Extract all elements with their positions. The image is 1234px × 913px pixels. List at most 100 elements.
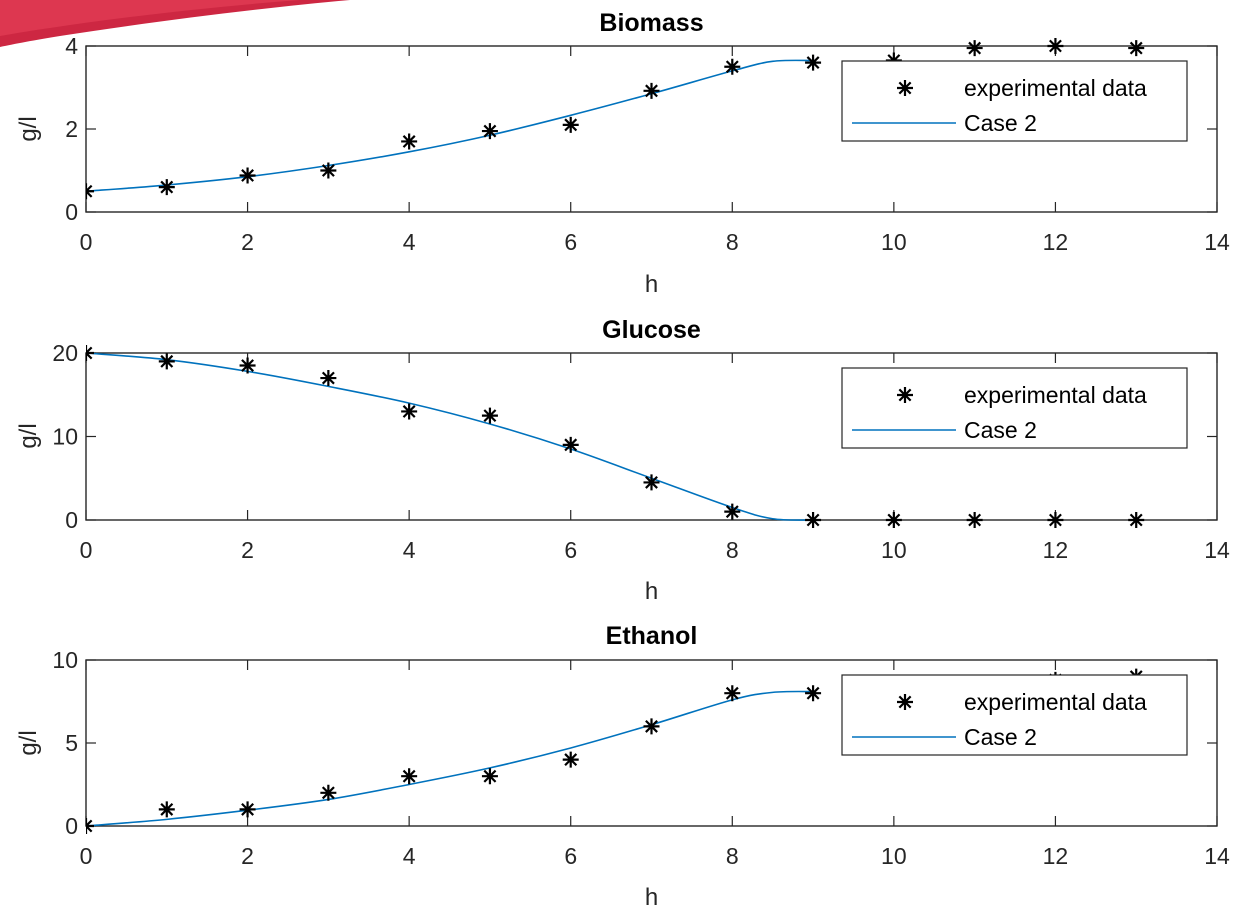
data-point (320, 162, 337, 179)
x-tick-label: 12 (1043, 229, 1069, 255)
data-point (966, 40, 983, 57)
subplot-ethanol: Ethanol 0 2 4 6 8 10 12 14 0 5 10 h g/l experimental d… (15, 622, 1230, 911)
legend-marker-experimental (897, 80, 913, 96)
data-point (481, 768, 498, 785)
x-tick-label: 12 (1043, 843, 1069, 869)
data-point (320, 370, 337, 387)
x-tick-label: 14 (1204, 537, 1230, 563)
x-tick-label: 2 (241, 537, 254, 563)
legend-marker-experimental (897, 694, 913, 710)
y-tick-label: 10 (52, 424, 78, 450)
data-point (885, 512, 902, 528)
data-point (401, 768, 418, 785)
corner-decoration-highlight (0, 0, 300, 36)
subplot-biomass: Biomass 0 2 4 6 8 10 12 14 0 2 4 h g/l experimental da… (15, 9, 1230, 298)
data-point (481, 407, 498, 424)
data-point (86, 345, 94, 361)
x-tick-label: 4 (403, 843, 416, 869)
data-point (86, 818, 94, 834)
legend-marker-experimental (897, 387, 913, 403)
y-axis-label: g/l (15, 423, 42, 448)
y-axis-label: g/l (15, 116, 42, 141)
legend-label-experimental: experimental data (964, 382, 1147, 408)
legend-label-case-2: Case 2 (964, 417, 1037, 443)
y-axis-label: g/l (15, 730, 42, 755)
x-tick-label: 8 (726, 843, 739, 869)
data-point (1047, 512, 1064, 528)
data-point (805, 685, 822, 702)
data-point (966, 512, 983, 528)
x-tick-label: 0 (80, 229, 93, 255)
data-point (643, 474, 660, 491)
y-tick-label: 10 (52, 647, 78, 673)
data-point (158, 801, 175, 818)
subplot-glucose: Glucose 0 2 4 6 8 10 12 14 0 10 20 h g/l experimental … (15, 316, 1230, 605)
data-point (724, 58, 741, 75)
data-point (805, 54, 822, 71)
x-tick-label: 10 (881, 229, 907, 255)
chart-title: Ethanol (606, 622, 698, 650)
data-point (562, 751, 579, 768)
x-tick-label: 14 (1204, 843, 1230, 869)
data-point (401, 403, 418, 420)
x-tick-label: 8 (726, 537, 739, 563)
data-point (724, 503, 741, 520)
x-tick-label: 10 (881, 843, 907, 869)
data-point (239, 357, 256, 374)
data-point (239, 167, 256, 184)
y-tick-label: 4 (65, 33, 78, 59)
data-point (1047, 38, 1064, 54)
x-tick-label: 0 (80, 843, 93, 869)
legend-label-experimental: experimental data (964, 75, 1147, 101)
data-point (320, 784, 337, 801)
data-point (643, 82, 660, 99)
legend-box (841, 674, 1188, 756)
x-axis-label: h (645, 271, 658, 298)
x-tick-label: 4 (403, 537, 416, 563)
legend-label-case-2: Case 2 (964, 724, 1037, 750)
x-tick-label: 0 (80, 537, 93, 563)
x-tick-label: 10 (881, 537, 907, 563)
data-point (158, 179, 175, 196)
data-point (1128, 512, 1145, 528)
data-point (239, 801, 256, 818)
data-point (805, 512, 822, 528)
data-point (643, 718, 660, 735)
data-point (562, 116, 579, 133)
x-axis-label: h (645, 578, 658, 605)
y-tick-label: 5 (65, 730, 78, 756)
x-tick-label: 2 (241, 229, 254, 255)
x-tick-label: 12 (1043, 537, 1069, 563)
series-group (86, 345, 1145, 528)
data-point (1128, 40, 1145, 57)
legend-label-experimental: experimental data (964, 689, 1147, 715)
data-point (481, 123, 498, 140)
y-tick-label: 20 (52, 340, 78, 366)
y-tick-label: 2 (65, 116, 78, 142)
data-point (401, 133, 418, 150)
y-tick-label: 0 (65, 813, 78, 839)
legend-box (841, 367, 1188, 449)
x-tick-label: 14 (1204, 229, 1230, 255)
legend: experimental data Case 2 (841, 60, 1188, 142)
data-point (724, 685, 741, 702)
x-tick-label: 6 (564, 229, 577, 255)
data-point (562, 436, 579, 453)
x-tick-label: 6 (564, 843, 577, 869)
chart-title: Biomass (599, 9, 703, 37)
y-tick-label: 0 (65, 199, 78, 225)
y-tick-label: 0 (65, 507, 78, 533)
x-axis-label: h (645, 884, 658, 911)
chart-title: Glucose (602, 316, 701, 344)
x-tick-label: 2 (241, 843, 254, 869)
legend-box (841, 60, 1188, 142)
x-tick-label: 6 (564, 537, 577, 563)
x-tick-label: 4 (403, 229, 416, 255)
x-tick-label: 8 (726, 229, 739, 255)
data-point (86, 183, 94, 200)
legend: experimental data Case 2 (841, 674, 1188, 756)
legend-label-case-2: Case 2 (964, 110, 1037, 136)
charts-group: Biomass 0 2 4 6 8 10 12 14 0 2 4 h g/l experimental da… (15, 9, 1230, 911)
data-point (158, 353, 175, 370)
